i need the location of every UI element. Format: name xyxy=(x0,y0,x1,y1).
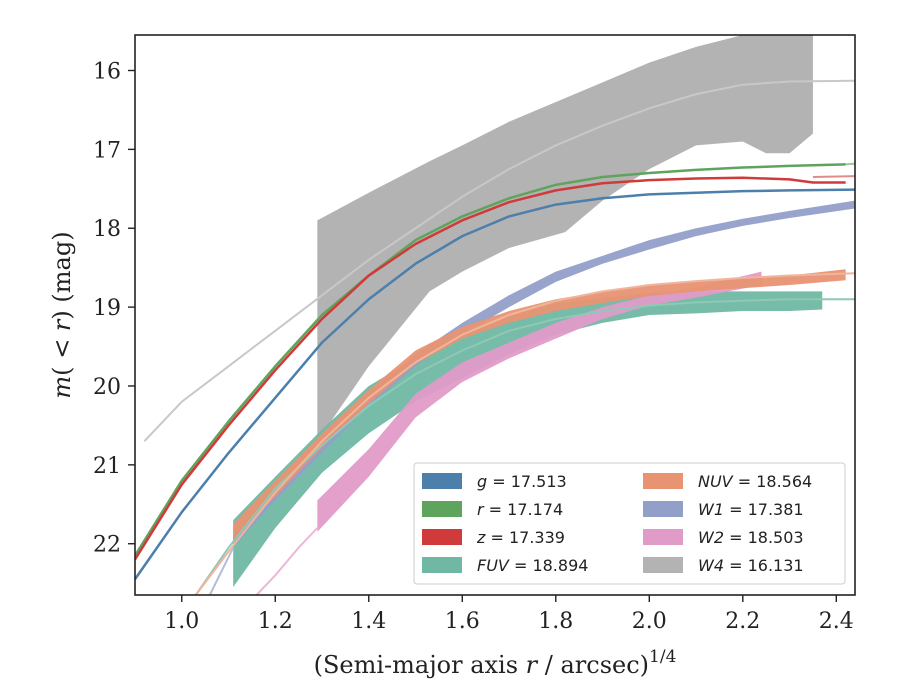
legend-label-fuv: FUV = 18.894 xyxy=(477,556,588,575)
x-axis-label-exponent: 1/4 xyxy=(649,647,676,667)
line-r xyxy=(135,163,846,557)
band-nuv xyxy=(233,269,846,540)
legend-swatch-nuv xyxy=(643,473,683,489)
y-tick-label: 21 xyxy=(93,454,121,479)
model-curve-r xyxy=(845,162,855,166)
y-axis-label-lt: < xyxy=(48,331,76,366)
x-tick-label: 2.0 xyxy=(632,609,667,634)
legend-swatch-r xyxy=(422,501,462,517)
legend: g = 17.513 r = 17.174 z = 17.339 FUV = 18.8… xyxy=(413,462,846,585)
model-curve-z xyxy=(812,175,855,178)
legend-label-z: z = 17.339 xyxy=(476,528,565,547)
x-tick-label: 2.4 xyxy=(819,609,854,634)
legend-label-nuv: NUV = 18.564 xyxy=(698,472,812,491)
y-axis-label-unit: (mag) xyxy=(48,231,76,310)
bands-layer xyxy=(233,35,855,588)
x-tick-label: 1.8 xyxy=(538,609,573,634)
x-axis-label-post: / arcsec) xyxy=(537,651,649,679)
legend-label-w1: W1 = 17.381 xyxy=(698,500,804,519)
legend-swatch-w2 xyxy=(643,529,683,545)
model-curve-w1 xyxy=(208,547,235,595)
y-tick-label: 17 xyxy=(93,138,121,163)
line-z xyxy=(135,176,846,561)
y-axis-label-open: ( xyxy=(48,366,76,375)
legend-swatch-g xyxy=(422,473,462,489)
model-curve-w4 xyxy=(143,79,855,442)
plot-frame xyxy=(134,34,856,596)
legend-entries: g = 17.513 r = 17.174 z = 17.339 FUV = 18.8… xyxy=(422,472,812,575)
x-axis-label: (Semi-major axis r / arcsec)1/4 xyxy=(314,647,677,679)
x-axis-label-pre: (Semi-major axis xyxy=(314,651,526,679)
y-tick-label: 19 xyxy=(93,296,121,321)
y-tick-label: 20 xyxy=(93,375,121,400)
legend-label-w4: W4 = 16.131 xyxy=(698,556,804,575)
y-axis-label-var: r xyxy=(48,318,76,331)
legend-label-w2: W2 = 18.503 xyxy=(698,528,804,547)
model-curve-w2 xyxy=(255,527,319,595)
band-fuv xyxy=(233,291,823,588)
y-tick-label: 18 xyxy=(93,217,121,242)
line-g xyxy=(135,188,855,580)
legend-swatch-z xyxy=(422,529,462,545)
legend-box xyxy=(413,462,846,585)
band-w4 xyxy=(317,35,813,442)
model-curves-layer xyxy=(143,79,855,595)
legend-label-r: r = 17.174 xyxy=(477,500,563,519)
y-axis-label-func: m xyxy=(48,376,76,399)
y-tick-label: 16 xyxy=(93,59,121,84)
legend-swatch-w4 xyxy=(643,557,683,573)
x-tick-label: 1.2 xyxy=(258,609,293,634)
legend-swatch-w1 xyxy=(643,501,683,517)
x-axis-label-var: r xyxy=(526,651,539,679)
x-tick-label: 1.6 xyxy=(445,609,480,634)
y-tick-label: 22 xyxy=(93,533,121,558)
lines-layer xyxy=(135,163,855,580)
x-tick-label: 1.0 xyxy=(164,609,199,634)
x-tick-label: 2.2 xyxy=(725,609,760,634)
legend-label-g: g = 17.513 xyxy=(477,472,567,491)
y-axis-ticks: 16 17 18 19 20 21 22 xyxy=(93,59,135,558)
y-axis-label: m( < r) (mag) xyxy=(48,231,76,398)
legend-swatch-fuv xyxy=(422,557,462,573)
y-axis-label-close: ) xyxy=(48,310,76,319)
x-tick-label: 1.4 xyxy=(351,609,386,634)
model-curve-nuv xyxy=(194,272,855,595)
x-axis-ticks: 1.0 1.2 1.4 1.6 1.8 2.0 2.2 2.4 xyxy=(164,595,854,634)
